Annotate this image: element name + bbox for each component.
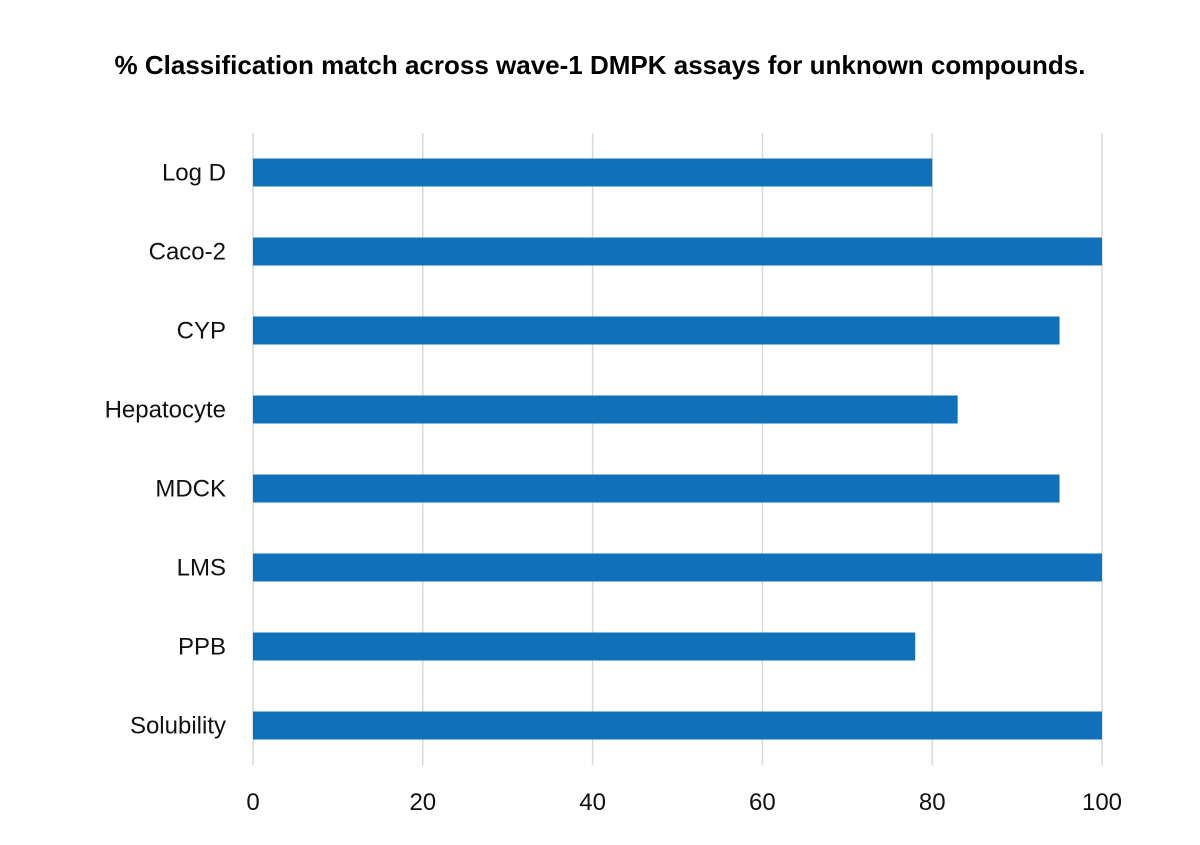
- category-label-mdck: MDCK: [155, 476, 226, 503]
- category-label-cyp: CYP: [177, 318, 226, 345]
- bar-mdck: [253, 474, 1060, 503]
- category-label-caco-2: Caco-2: [149, 239, 226, 266]
- bar-cyp: [253, 316, 1060, 345]
- x-tick-label-60: 60: [749, 789, 776, 816]
- category-labels: Log D Caco-2 CYP Hepatocyte MDCK LMS PPB Solubi…: [105, 160, 226, 740]
- bar-ppb: [253, 632, 916, 661]
- bar-caco-2: [253, 237, 1102, 266]
- x-axis-ticks: 0 20 40 60 80 100: [246, 789, 1122, 816]
- category-label-hepatocyte: Hepatocyte: [105, 397, 226, 424]
- bars: [253, 158, 1102, 740]
- bar-log-d: [253, 158, 933, 187]
- category-label-lms: LMS: [177, 555, 226, 582]
- bar-hepatocyte: [253, 395, 958, 424]
- category-label-log-d: Log D: [162, 160, 226, 187]
- bar-solubility: [253, 711, 1102, 740]
- category-label-ppb: PPB: [178, 634, 226, 661]
- x-tick-label-80: 80: [919, 789, 946, 816]
- chart-title: % Classification match across wave-1 DMP…: [114, 50, 1086, 80]
- gridlines: [252, 133, 1103, 765]
- x-tick-label-20: 20: [409, 789, 436, 816]
- bar-lms: [253, 553, 1102, 582]
- x-tick-label-100: 100: [1082, 789, 1122, 816]
- x-tick-label-40: 40: [579, 789, 606, 816]
- category-label-solubility: Solubility: [130, 713, 226, 740]
- x-tick-label-0: 0: [246, 789, 259, 816]
